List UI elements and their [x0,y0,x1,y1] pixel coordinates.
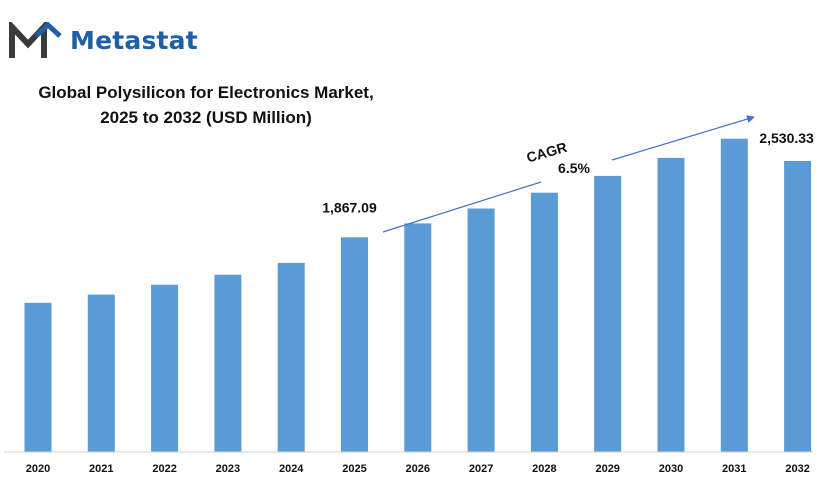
x-tick-label-2022: 2022 [152,463,176,475]
bar-2029 [594,175,622,452]
brand-logo: Metastat [8,22,198,58]
bar-2024 [277,262,305,452]
x-tick-label-2024: 2024 [279,463,304,475]
cagr-arrow-segment-1 [382,181,542,233]
x-tick-label-2032: 2032 [785,463,809,475]
bar-2021 [87,294,115,452]
x-tick-label-2030: 2030 [659,463,683,475]
bar-2030 [657,157,685,452]
bar-2022 [151,284,179,452]
x-tick-label-2020: 2020 [26,463,50,475]
cagr-arrow-segment-2 [611,115,755,161]
bar-2032 [784,161,812,452]
data-label-2025: 1,867.09 [322,199,377,215]
x-tick-label-2023: 2023 [216,463,240,475]
bar-2023 [214,274,242,452]
bar-2031 [720,138,748,452]
bar-2025 [341,237,368,452]
x-tick-label-2028: 2028 [532,463,556,475]
x-tick-label-2025: 2025 [342,463,366,475]
bar-2028 [530,192,558,452]
data-label-2032: 2,530.33 [759,130,814,146]
metastat-m-icon [9,22,62,58]
chart-title-line-2: 2025 to 2032 (USD Million) [100,108,312,127]
bar-2020 [24,302,52,452]
x-tick-label-2026: 2026 [406,463,430,475]
brand-name: Metastat [70,25,198,55]
cagr-value: 6.5% [558,160,590,176]
bar-2027 [467,208,495,452]
bar-2026 [404,223,432,452]
x-tick-label-2029: 2029 [595,463,619,475]
x-tick-label-2027: 2027 [469,463,493,475]
chart-title: Global Polysilicon for Electronics Marke… [0,80,412,130]
x-tick-label-2021: 2021 [89,463,113,475]
x-tick-label-2031: 2031 [722,463,746,475]
chart-title-line-1: Global Polysilicon for Electronics Marke… [38,83,374,102]
